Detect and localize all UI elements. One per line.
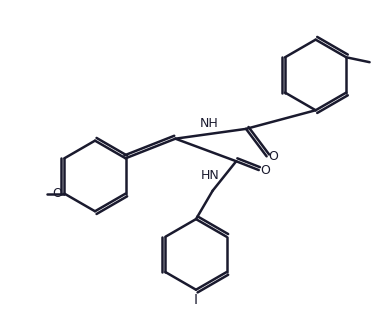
Text: NH: NH — [200, 117, 218, 130]
Text: I: I — [194, 293, 198, 307]
Text: O: O — [269, 150, 278, 163]
Text: O: O — [53, 187, 62, 200]
Text: O: O — [261, 164, 270, 177]
Text: HN: HN — [201, 169, 220, 183]
